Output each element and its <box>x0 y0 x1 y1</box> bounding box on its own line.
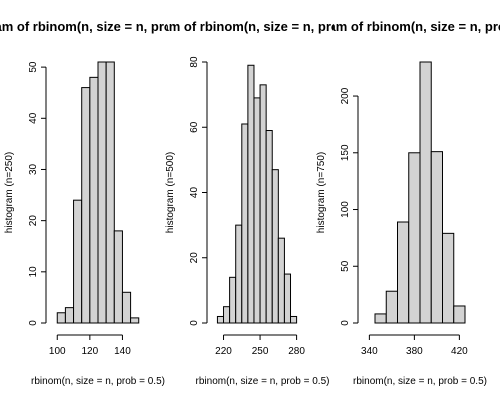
bar <box>290 315 298 324</box>
y-tick-label: 80 <box>189 56 200 68</box>
chart-title: Histogram of rbinom(n, size = n, prob = … <box>0 19 217 34</box>
x-tick-label: 100 <box>49 346 66 357</box>
bar <box>97 61 107 324</box>
bar <box>430 151 443 324</box>
bar <box>81 87 91 324</box>
bar <box>241 123 249 324</box>
y-tick-label: 40 <box>189 187 200 199</box>
bar <box>453 305 466 324</box>
chart-title: Histogram of rbinom(n, size = n, prob = … <box>283 19 500 34</box>
y-tick-label: 0 <box>189 320 200 326</box>
x-tick-label: 380 <box>406 346 423 357</box>
bar <box>374 313 387 324</box>
chart-title: Histogram of rbinom(n, size = n, prob = … <box>116 19 384 34</box>
y-tick-label: 60 <box>189 121 200 133</box>
y-tick-label: 150 <box>340 144 351 161</box>
x-tick-label: 250 <box>252 346 269 357</box>
y-tick-label: 20 <box>28 215 39 227</box>
y-tick-label: 0 <box>340 320 351 326</box>
x-tick-label: 220 <box>215 346 232 357</box>
y-axis-label: histogram (n=500) <box>165 152 176 233</box>
bar <box>277 237 285 324</box>
bar <box>253 97 261 324</box>
panel: Histogram of rbinom(n, size = n, prob = … <box>283 19 500 387</box>
bar <box>385 290 398 324</box>
x-tick-label: 280 <box>288 346 305 357</box>
bar <box>442 232 455 324</box>
bar <box>408 152 421 324</box>
bar <box>235 224 243 324</box>
x-axis-label: rbinom(n, size = n, prob = 0.5) <box>353 376 487 387</box>
bar <box>419 61 432 324</box>
bar <box>265 130 273 324</box>
bar <box>121 291 132 324</box>
y-tick-label: 40 <box>28 112 39 124</box>
y-tick-label: 10 <box>28 266 39 278</box>
y-tick-label: 50 <box>340 260 351 272</box>
y-axis-label: histogram (n=250) <box>4 152 15 233</box>
bar <box>223 306 231 324</box>
panel: Histogram of rbinom(n, size = n, prob = … <box>0 19 217 387</box>
y-tick-label: 20 <box>189 252 200 264</box>
x-axis-label: rbinom(n, size = n, prob = 0.5) <box>196 376 330 387</box>
bar <box>105 61 115 324</box>
y-tick-label: 100 <box>340 201 351 218</box>
bar <box>397 221 410 324</box>
x-axis-label: rbinom(n, size = n, prob = 0.5) <box>31 376 165 387</box>
bar <box>89 76 99 324</box>
y-tick-label: 0 <box>28 320 39 326</box>
x-tick-label: 340 <box>361 346 378 357</box>
x-tick-label: 140 <box>114 346 131 357</box>
y-tick-label: 30 <box>28 163 39 175</box>
bar <box>56 312 66 324</box>
bar <box>283 273 292 324</box>
bar <box>113 230 123 324</box>
panel: Histogram of rbinom(n, size = n, prob = … <box>116 19 384 387</box>
y-axis-label: histogram (n=750) <box>316 152 327 233</box>
x-tick-label: 120 <box>82 346 99 357</box>
bar <box>259 84 267 324</box>
bar <box>247 64 255 324</box>
bar <box>64 307 75 324</box>
bar <box>216 315 225 324</box>
bar <box>229 276 237 324</box>
y-tick-label: 200 <box>340 87 351 104</box>
bar <box>271 169 279 324</box>
y-tick-label: 50 <box>28 61 39 73</box>
x-tick-label: 420 <box>451 346 468 357</box>
bar <box>130 317 140 324</box>
bar <box>73 199 83 324</box>
